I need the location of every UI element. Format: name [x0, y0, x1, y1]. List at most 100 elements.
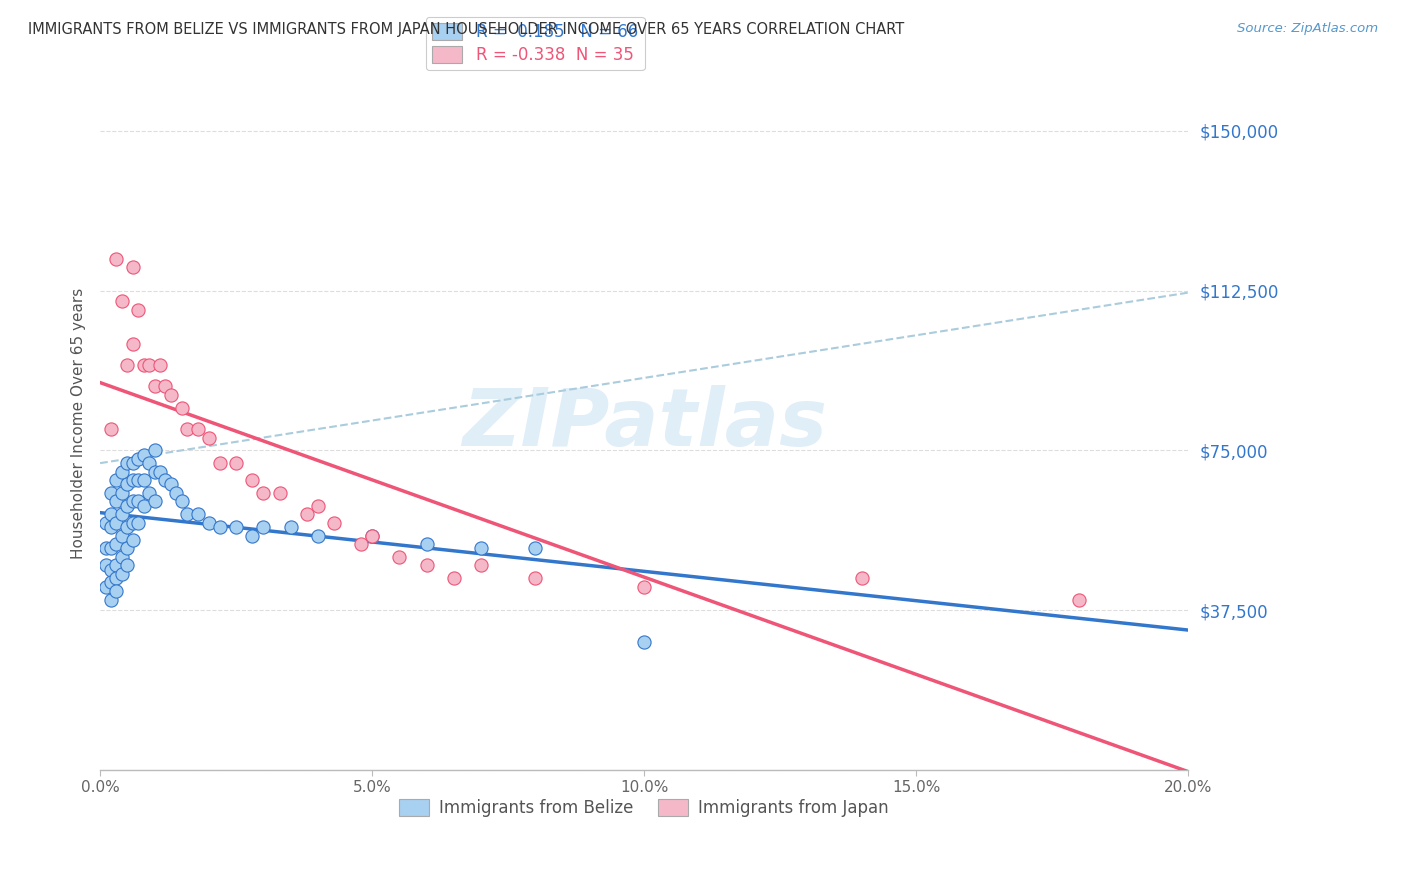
Point	[143, 465, 166, 479]
Point	[225, 520, 247, 534]
Point	[524, 571, 547, 585]
Point	[176, 508, 198, 522]
Point	[415, 558, 437, 573]
Point	[132, 473, 155, 487]
Point	[323, 516, 346, 530]
Point	[111, 549, 134, 564]
Point	[121, 533, 143, 547]
Point	[105, 571, 128, 585]
Point	[143, 494, 166, 508]
Point	[361, 528, 384, 542]
Point	[111, 508, 134, 522]
Point	[105, 516, 128, 530]
Point	[94, 580, 117, 594]
Point	[160, 477, 183, 491]
Point	[100, 520, 122, 534]
Point	[155, 473, 177, 487]
Point	[117, 499, 139, 513]
Point	[100, 422, 122, 436]
Point	[176, 422, 198, 436]
Point	[100, 563, 122, 577]
Point	[1069, 592, 1091, 607]
Point	[388, 549, 411, 564]
Point	[127, 451, 149, 466]
Point	[100, 486, 122, 500]
Point	[633, 580, 655, 594]
Point	[132, 448, 155, 462]
Point	[127, 473, 149, 487]
Point	[132, 358, 155, 372]
Point	[208, 520, 231, 534]
Point	[121, 260, 143, 274]
Point	[138, 358, 160, 372]
Point	[252, 520, 274, 534]
Point	[94, 541, 117, 556]
Point	[100, 541, 122, 556]
Point	[117, 520, 139, 534]
Text: Source: ZipAtlas.com: Source: ZipAtlas.com	[1237, 22, 1378, 36]
Point	[121, 336, 143, 351]
Point	[132, 499, 155, 513]
Point	[295, 508, 318, 522]
Legend: Immigrants from Belize, Immigrants from Japan: Immigrants from Belize, Immigrants from …	[392, 792, 896, 824]
Point	[117, 456, 139, 470]
Point	[187, 508, 209, 522]
Point	[117, 477, 139, 491]
Point	[155, 379, 177, 393]
Point	[127, 516, 149, 530]
Point	[121, 516, 143, 530]
Point	[117, 358, 139, 372]
Point	[187, 422, 209, 436]
Point	[170, 494, 193, 508]
Point	[105, 558, 128, 573]
Text: ZIPatlas: ZIPatlas	[461, 384, 827, 463]
Point	[111, 486, 134, 500]
Point	[138, 486, 160, 500]
Point	[117, 558, 139, 573]
Point	[633, 635, 655, 649]
Point	[160, 388, 183, 402]
Point	[138, 456, 160, 470]
Point	[269, 486, 291, 500]
Point	[470, 541, 492, 556]
Point	[443, 571, 465, 585]
Point	[111, 465, 134, 479]
Point	[121, 456, 143, 470]
Point	[143, 443, 166, 458]
Point	[307, 499, 329, 513]
Point	[94, 516, 117, 530]
Point	[111, 566, 134, 581]
Point	[252, 486, 274, 500]
Point	[524, 541, 547, 556]
Point	[111, 528, 134, 542]
Point	[361, 528, 384, 542]
Point	[149, 358, 172, 372]
Point	[242, 473, 264, 487]
Point	[851, 571, 873, 585]
Point	[111, 294, 134, 309]
Point	[121, 473, 143, 487]
Point	[117, 541, 139, 556]
Text: IMMIGRANTS FROM BELIZE VS IMMIGRANTS FROM JAPAN HOUSEHOLDER INCOME OVER 65 YEARS: IMMIGRANTS FROM BELIZE VS IMMIGRANTS FRO…	[28, 22, 904, 37]
Point	[198, 516, 221, 530]
Point	[105, 473, 128, 487]
Point	[165, 486, 187, 500]
Point	[94, 558, 117, 573]
Point	[127, 302, 149, 317]
Point	[105, 494, 128, 508]
Point	[100, 592, 122, 607]
Point	[198, 431, 221, 445]
Point	[105, 584, 128, 599]
Point	[208, 456, 231, 470]
Point	[280, 520, 302, 534]
Point	[350, 537, 373, 551]
Point	[470, 558, 492, 573]
Point	[100, 508, 122, 522]
Point	[307, 528, 329, 542]
Point	[121, 494, 143, 508]
Point	[170, 401, 193, 415]
Point	[225, 456, 247, 470]
Point	[242, 528, 264, 542]
Point	[100, 575, 122, 590]
Y-axis label: Householder Income Over 65 years: Householder Income Over 65 years	[72, 288, 86, 559]
